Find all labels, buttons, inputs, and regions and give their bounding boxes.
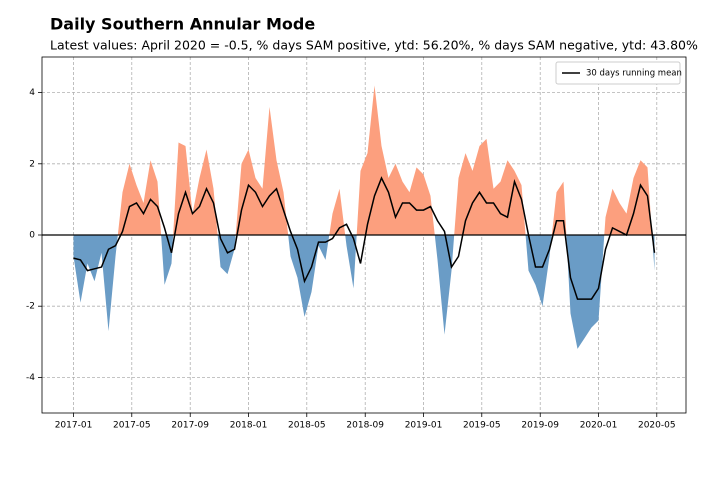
x-tick-label: 2017-01 xyxy=(55,421,93,431)
y-tick-label: 2 xyxy=(29,159,35,169)
y-tick-label: -2 xyxy=(26,302,35,312)
x-tick-label: 2018-09 xyxy=(346,421,384,431)
running-mean-line xyxy=(73,176,656,300)
x-tick-label: 2017-05 xyxy=(113,421,151,431)
legend-box xyxy=(555,61,681,85)
y-tick-label: -4 xyxy=(26,373,35,383)
x-tick-label: 2019-09 xyxy=(521,421,559,431)
legend-label: 30 days running mean xyxy=(586,69,682,79)
x-tick-label: 2017-09 xyxy=(171,421,209,431)
negative-area xyxy=(73,235,655,349)
x-tick-label: 2020-01 xyxy=(580,421,618,431)
plot-frame xyxy=(41,56,687,414)
y-tick-label: 4 xyxy=(29,88,35,98)
x-tick-label: 2018-01 xyxy=(230,421,268,431)
x-tick-label: 2020-05 xyxy=(638,421,676,431)
y-tick-label: 0 xyxy=(29,231,35,241)
x-tick-label: 2019-01 xyxy=(405,421,443,431)
chart-title: Daily Southern Annular Mode xyxy=(50,15,315,34)
chart-subtitle: Latest values: April 2020 = -0.5, % days… xyxy=(50,38,698,53)
positive-area xyxy=(73,85,655,235)
x-tick-label: 2019-05 xyxy=(463,421,501,431)
x-tick-label: 2018-05 xyxy=(288,421,326,431)
